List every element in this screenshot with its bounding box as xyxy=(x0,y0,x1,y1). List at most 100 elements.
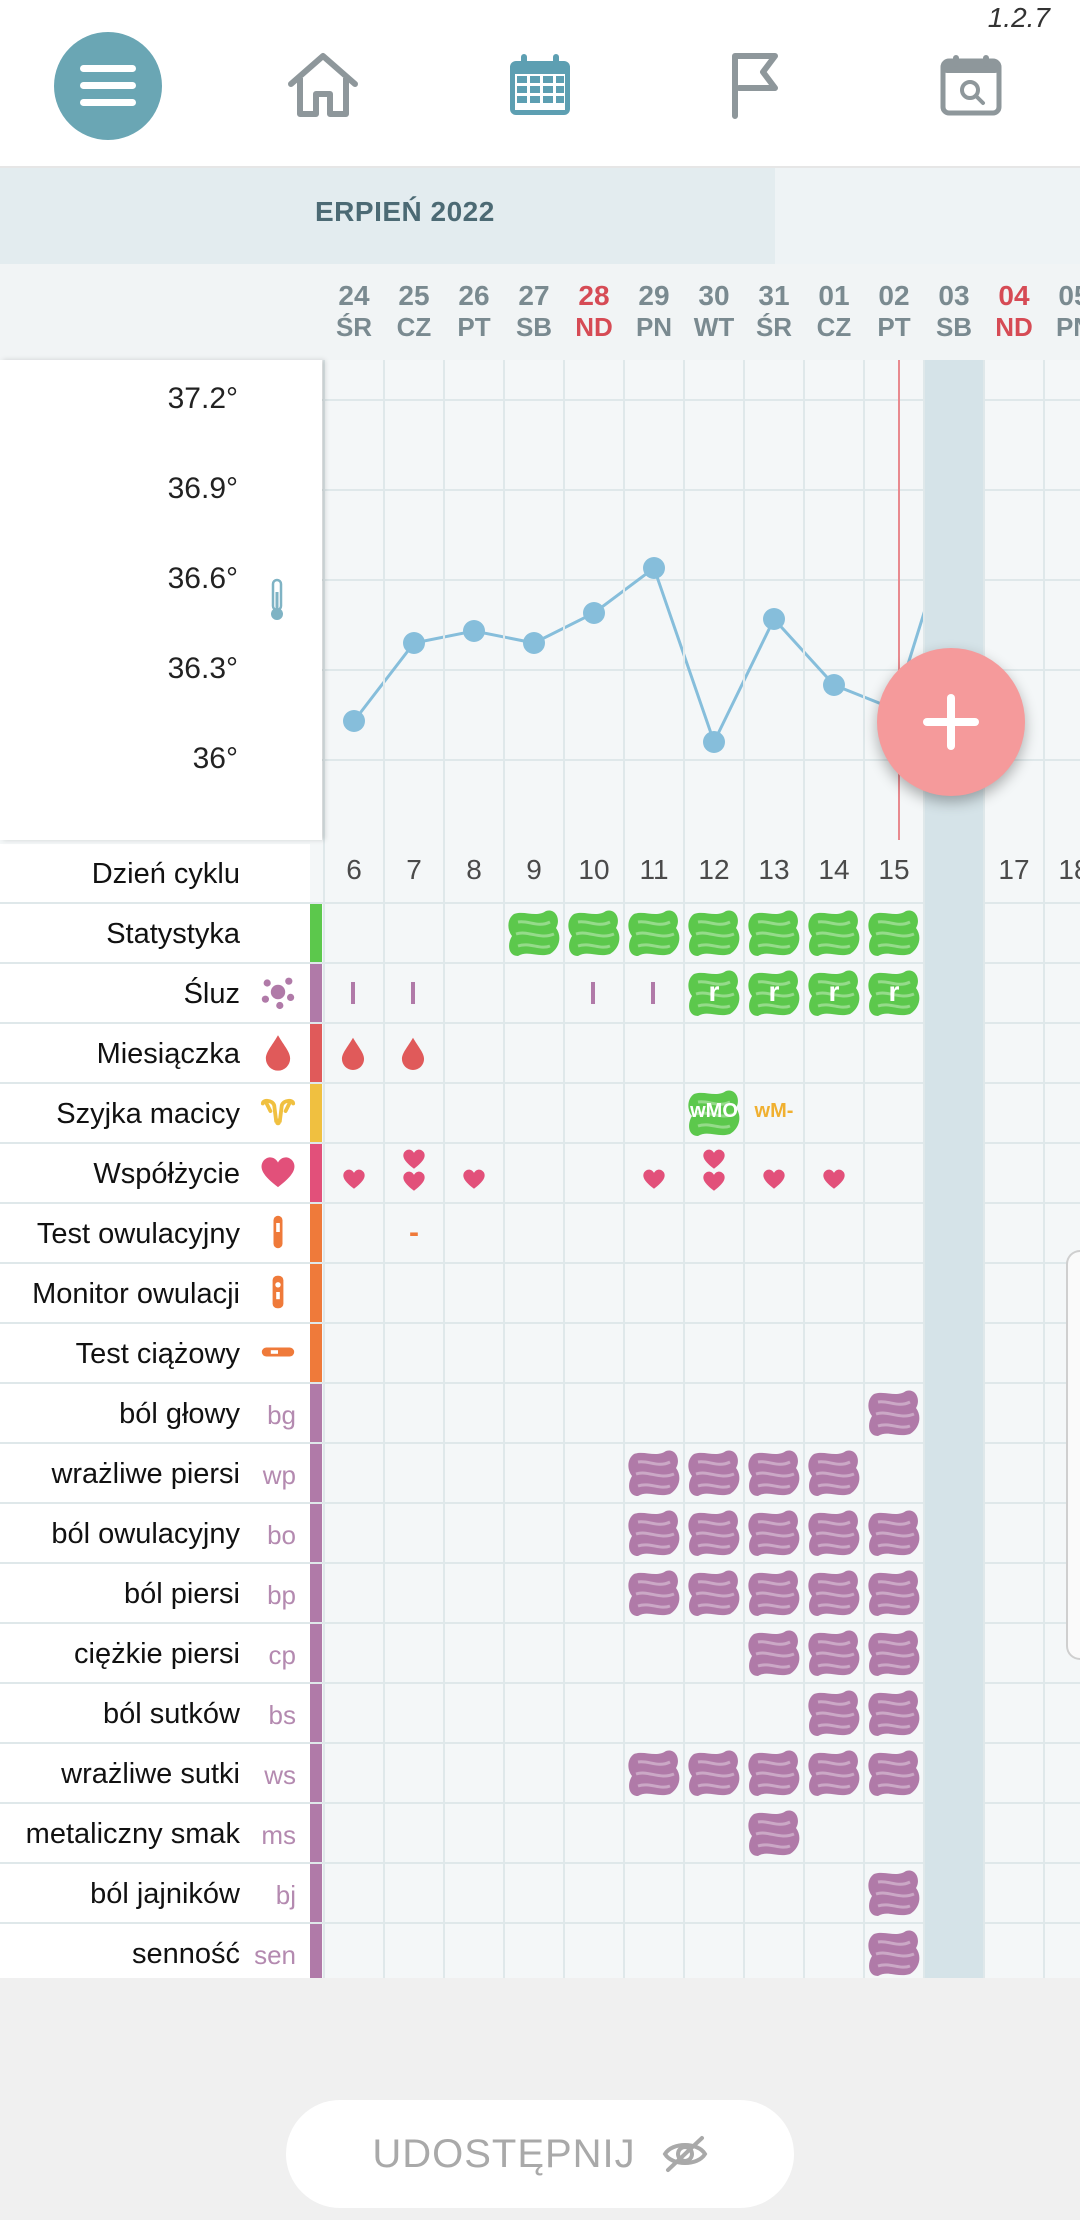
intercourse-heart-mark[interactable] xyxy=(401,1148,427,1177)
side-drawer-handle[interactable] xyxy=(1066,1250,1080,1660)
symptom-mark[interactable] xyxy=(866,1868,922,1918)
symptom-mark[interactable] xyxy=(746,1808,802,1858)
symptom-mark[interactable] xyxy=(746,1448,802,1498)
row-wrażliwe-piersi[interactable]: wrażliwe piersi wp xyxy=(0,1444,1080,1504)
day-header-cell[interactable]: 05PN xyxy=(1044,264,1080,360)
mucus-tick-mark[interactable] xyxy=(411,982,415,1004)
symptom-mark[interactable] xyxy=(746,1748,802,1798)
symptom-mark[interactable] xyxy=(806,1568,862,1618)
ovulation-test-result[interactable]: - xyxy=(409,1216,419,1249)
symptom-mark[interactable] xyxy=(686,1448,742,1498)
symptom-mark[interactable] xyxy=(866,1928,922,1978)
temperature-line-chart[interactable]: 1 xyxy=(0,360,1080,840)
menu-button[interactable] xyxy=(54,32,162,140)
symptom-mark[interactable] xyxy=(626,1508,682,1558)
nav-calendar-search-button[interactable] xyxy=(916,30,1026,140)
row-ból-owulacyjny[interactable]: ból owulacyjny bo xyxy=(0,1504,1080,1564)
day-header-cell[interactable]: 31 ŚR xyxy=(744,264,804,360)
cervix-mark-text[interactable]: wM- xyxy=(754,1100,794,1122)
cervix-mark[interactable]: wMO xyxy=(686,1088,742,1138)
symptom-mark[interactable] xyxy=(746,1628,802,1678)
mucus-tick-mark[interactable] xyxy=(651,982,655,1004)
day-header-cell[interactable]: 27 SB xyxy=(504,264,564,360)
day-header-cell[interactable]: 02 PT xyxy=(864,264,924,360)
intercourse-heart-mark[interactable] xyxy=(701,1148,727,1177)
period-drop-mark[interactable] xyxy=(400,1036,426,1077)
temperature-point[interactable] xyxy=(823,674,845,696)
symptom-mark[interactable] xyxy=(806,1448,862,1498)
symptom-mark[interactable] xyxy=(806,1688,862,1738)
symptom-mark[interactable] xyxy=(686,1748,742,1798)
statistic-mark[interactable] xyxy=(566,908,622,958)
symptom-mark[interactable] xyxy=(626,1448,682,1498)
mucus-mark[interactable]: r xyxy=(866,968,922,1018)
intercourse-heart-mark[interactable] xyxy=(821,1168,847,1197)
intercourse-heart-mark[interactable] xyxy=(701,1170,727,1199)
statistic-mark[interactable] xyxy=(806,908,862,958)
symptom-mark[interactable] xyxy=(866,1628,922,1678)
day-header-cell[interactable]: 01 CZ xyxy=(804,264,864,360)
mucus-tick-mark[interactable] xyxy=(591,982,595,1004)
row-miesiączka[interactable]: Miesiączka xyxy=(0,1024,1080,1084)
intercourse-heart-mark[interactable] xyxy=(401,1170,427,1199)
row-szyjka-macicy[interactable]: Szyjka macicy wMO wM- xyxy=(0,1084,1080,1144)
row-test-owulacyjny[interactable]: Test owulacyjny - xyxy=(0,1204,1080,1264)
row-ból-jajników[interactable]: ból jajników bj xyxy=(0,1864,1080,1924)
symptom-mark[interactable] xyxy=(866,1568,922,1618)
intercourse-heart-mark[interactable] xyxy=(641,1168,667,1197)
cycle-calendar[interactable]: ERPIEŃ 2022 24 ŚR 25 CZ 26 PT 27 SB 28 ND 29 PN 30 WT… xyxy=(0,168,1080,1978)
statistic-mark[interactable] xyxy=(626,908,682,958)
mucus-tick-mark[interactable] xyxy=(351,982,355,1004)
day-header-cell[interactable]: 24 ŚR xyxy=(324,264,384,360)
symptom-mark[interactable] xyxy=(626,1568,682,1618)
add-entry-button[interactable] xyxy=(877,648,1025,796)
nav-calendar-button[interactable] xyxy=(485,30,595,140)
symptom-mark[interactable] xyxy=(746,1568,802,1618)
symptom-mark[interactable] xyxy=(806,1508,862,1558)
mucus-mark[interactable]: r xyxy=(806,968,862,1018)
row-monitor-owulacji[interactable]: Monitor owulacji xyxy=(0,1264,1080,1324)
nav-flag-button[interactable] xyxy=(700,30,810,140)
row-ból-sutków[interactable]: ból sutków bs xyxy=(0,1684,1080,1744)
symptom-mark[interactable] xyxy=(686,1508,742,1558)
row-dzień-cyklu[interactable]: Dzień cyklu6789101112131415161718 xyxy=(0,844,1080,904)
row-statystyka[interactable]: Statystyka xyxy=(0,904,1080,964)
symptom-mark[interactable] xyxy=(866,1748,922,1798)
day-header-cell[interactable]: 04 ND xyxy=(984,264,1044,360)
day-header-cell[interactable]: 29 PN xyxy=(624,264,684,360)
row-ból-głowy[interactable]: ból głowy bg xyxy=(0,1384,1080,1444)
temperature-point[interactable] xyxy=(403,632,425,654)
temperature-point[interactable] xyxy=(343,710,365,732)
statistic-mark[interactable] xyxy=(746,908,802,958)
symptom-mark[interactable] xyxy=(866,1688,922,1738)
day-header-cell[interactable]: 28 ND xyxy=(564,264,624,360)
nav-home-button[interactable] xyxy=(268,30,378,140)
period-drop-mark[interactable] xyxy=(340,1036,366,1077)
symptom-mark[interactable] xyxy=(866,1508,922,1558)
share-button[interactable]: UDOSTĘPNIJ xyxy=(286,2100,794,2208)
row-metaliczny-smak[interactable]: metaliczny smak ms xyxy=(0,1804,1080,1864)
temperature-point[interactable] xyxy=(463,620,485,642)
temperature-point[interactable] xyxy=(703,731,725,753)
row-wrażliwe-sutki[interactable]: wrażliwe sutki ws xyxy=(0,1744,1080,1804)
row-ciężkie-piersi[interactable]: ciężkie piersi cp xyxy=(0,1624,1080,1684)
temperature-point[interactable] xyxy=(763,608,785,630)
day-header-cell[interactable]: 26 PT xyxy=(444,264,504,360)
symptom-mark[interactable] xyxy=(806,1628,862,1678)
row-śluz[interactable]: Śluzrrrrr xyxy=(0,964,1080,1024)
row-współżycie[interactable]: Współżycie xyxy=(0,1144,1080,1204)
symptom-mark[interactable] xyxy=(626,1748,682,1798)
day-header-cell[interactable]: 03 SB xyxy=(924,264,984,360)
statistic-mark[interactable] xyxy=(686,908,742,958)
mucus-mark[interactable]: r xyxy=(686,968,742,1018)
day-header-cell[interactable]: 25 CZ xyxy=(384,264,444,360)
symptom-mark[interactable] xyxy=(746,1508,802,1558)
symptom-mark[interactable] xyxy=(686,1568,742,1618)
row-test-ciążowy[interactable]: Test ciążowy xyxy=(0,1324,1080,1384)
day-header-cell[interactable]: 30 WT xyxy=(684,264,744,360)
temperature-point[interactable] xyxy=(643,557,665,579)
symptom-mark[interactable] xyxy=(866,1388,922,1438)
row-senność[interactable]: senność sen xyxy=(0,1924,1080,1978)
statistic-mark[interactable] xyxy=(506,908,562,958)
intercourse-heart-mark[interactable] xyxy=(761,1168,787,1197)
